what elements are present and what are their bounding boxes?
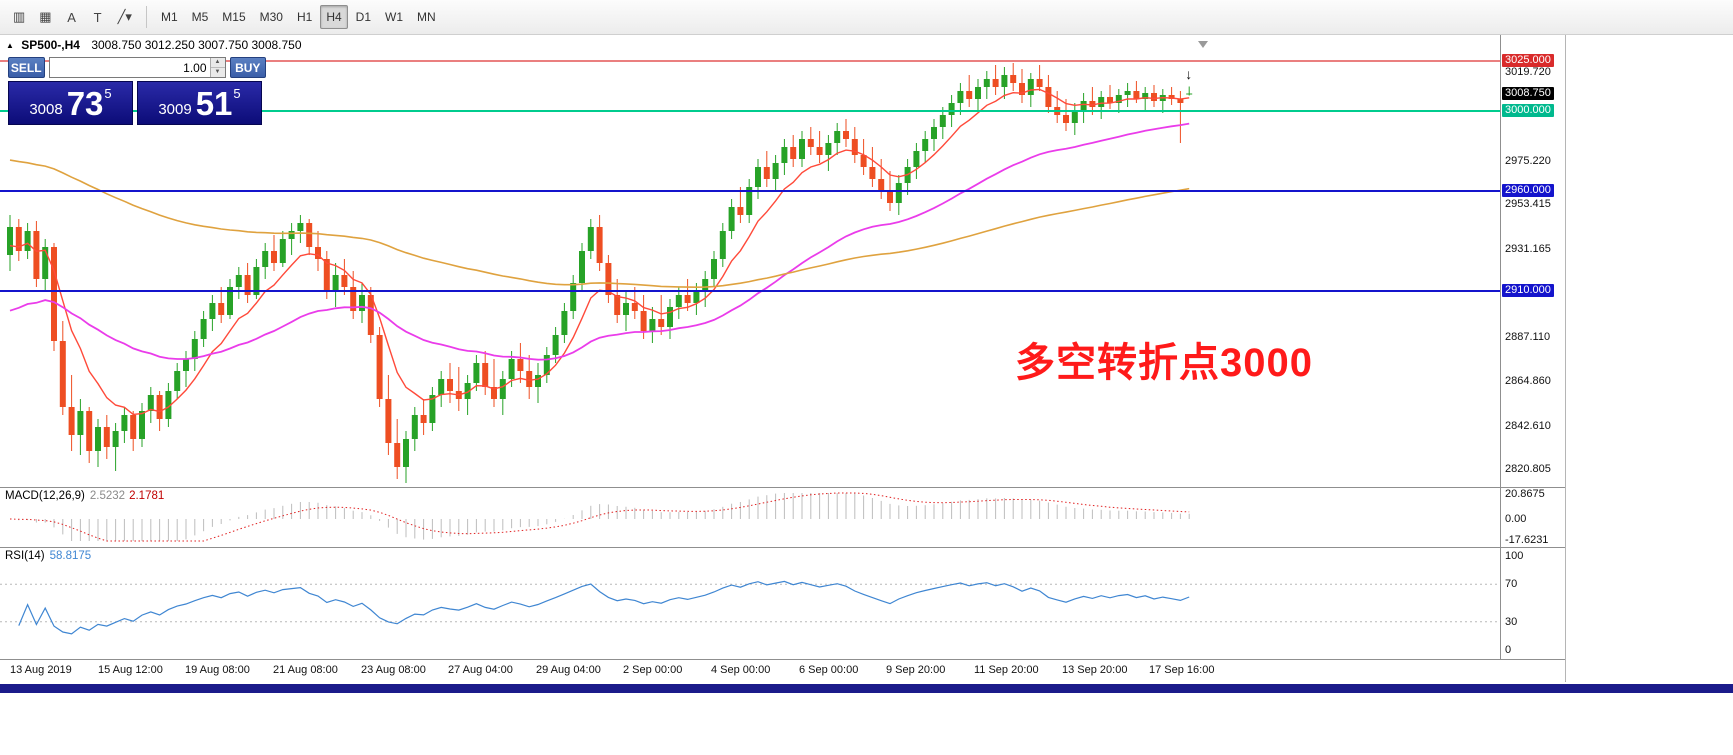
timeframe-h1-button[interactable]: H1 [296,10,313,24]
time-axis[interactable]: 13 Aug 2019 15 Aug 12:00 19 Aug 08:00 21 Au… [0,659,1565,682]
symbol-timeframe-label: SP500-,H4 [21,38,80,52]
expand-triangle-icon[interactable]: ▲ [6,41,14,50]
price-axis-label: 2953.415 [1505,198,1551,211]
timeframe-w1-button[interactable]: W1 [385,10,404,24]
volume-spinner: ▲ ▼ [209,58,225,77]
timeframe-h4-button[interactable]: H4 [320,5,348,29]
annotation-a-icon[interactable]: A [67,9,76,25]
chart-tools-group: ▥ ▦ A T ╱▾ [6,5,139,29]
volume-control: ▲ ▼ [48,57,226,78]
rsi-pane: RSI(14) 58.8175 100 70 30 0 [0,547,1565,659]
chart-window: ↓ ▲ SP500-,H4 3008.750 3012.250 3007.750… [0,35,1566,682]
time-axis-label: 13 Aug 2019 [10,664,72,676]
timeframe-m1-button[interactable]: M1 [160,10,178,24]
price-pane: ↓ ▲ SP500-,H4 3008.750 3012.250 3007.750… [0,35,1565,487]
buy-button[interactable]: BUY [229,57,266,78]
macd-axis: 20.8675 0.00 -17.6231 [1500,488,1565,547]
sell-price-fraction: 5 [104,86,112,101]
top-toolbar: ▥ ▦ A T ╱▾ M1 M5 M15 M30 H1 H4 D1 W1 MN [0,0,1733,35]
price-axis-label: 2887.110 [1505,330,1551,343]
chart-annotation: 多空转折点3000 [1015,341,1313,385]
svg-text:↓: ↓ [1185,66,1192,82]
volume-input[interactable] [49,58,210,77]
toolbar-separator [145,6,147,28]
buy-price-fraction: 5 [233,86,241,101]
sell-price-major: 3008 [29,101,63,118]
macd-axis-label: -17.6231 [1505,534,1549,546]
time-axis-label: 6 Sep 00:00 [799,664,859,676]
buy-price-display[interactable]: 3009 51 5 [137,81,262,125]
rsi-axis-label: 100 [1505,550,1524,562]
timeframe-m30-button[interactable]: M30 [259,10,283,24]
grid-icon[interactable]: ▦ [39,9,52,24]
timeframe-m15-button[interactable]: M15 [222,10,246,24]
macd-chart[interactable] [0,488,1500,546]
timeframe-d1-button[interactable]: D1 [355,10,372,24]
timeframe-mn-button[interactable]: MN [417,10,436,24]
candlestick-chart[interactable]: ↓ [0,35,1500,487]
macd-pane: MACD(12,26,9) 2.5232 2.1781 20.8675 0.00 -17… [0,487,1565,547]
price-axis-label: 2820.805 [1505,463,1551,476]
buy-price-pips: 51 [195,85,233,122]
time-axis-label: 2 Sep 00:00 [623,664,683,676]
chart-type-icon[interactable]: ▥ [13,9,26,24]
time-axis-label: 15 Aug 12:00 [98,664,163,676]
buy-price-major: 3009 [158,101,192,118]
price-axis: 3019.720 2975.220 2953.415 2931.165 2887.110… [1500,35,1565,487]
volume-increase-button[interactable]: ▲ [210,58,225,68]
time-axis-label: 4 Sep 00:00 [711,664,771,676]
bottom-window-strip [0,684,1733,693]
macd-axis-label: 20.8675 [1505,488,1545,500]
rsi-axis: 100 70 30 0 [1500,548,1565,659]
current-price-tag: 3008.750 [1502,86,1554,100]
time-axis-label: 9 Sep 20:00 [886,664,946,676]
price-axis-label: 2864.860 [1505,375,1551,388]
sell-button[interactable]: SELL [8,57,45,78]
price-level-tag: 3000.000 [1502,104,1554,117]
rsi-label: RSI(14) 58.8175 [5,550,92,562]
price-axis-label: 2842.610 [1505,419,1551,432]
time-axis-label: 21 Aug 08:00 [273,664,338,676]
time-axis-label: 27 Aug 04:00 [448,664,513,676]
rsi-axis-label: 30 [1505,615,1518,628]
price-level-tag: 3025.000 [1502,54,1554,67]
macd-axis-label: 0.00 [1505,513,1527,526]
time-axis-label: 29 Aug 04:00 [536,664,601,676]
rsi-axis-label: 70 [1505,578,1518,591]
time-axis-label: 11 Sep 20:00 [974,664,1039,676]
one-click-trading-panel: SELL ▲ ▼ BUY 3008 73 5 3009 [8,57,266,125]
text-tool-icon[interactable]: T [93,9,102,25]
price-level-tag: 2910.000 [1502,284,1554,297]
time-axis-label: 23 Aug 08:00 [361,664,426,676]
price-axis-label: 3019.720 [1505,65,1551,78]
timeframe-group: M1 M5 M15 M30 H1 H4 D1 W1 MN [154,5,443,29]
sell-price-pips: 73 [66,85,104,122]
draw-tools-icon[interactable]: ╱▾ [117,9,132,24]
price-axis-label: 2931.165 [1505,242,1551,255]
volume-decrease-button[interactable]: ▼ [210,68,225,77]
chart-shift-marker-icon[interactable] [1198,41,1208,48]
sell-price-display[interactable]: 3008 73 5 [8,81,133,125]
rsi-chart[interactable] [0,548,1500,658]
price-level-tag: 2960.000 [1502,184,1554,197]
time-axis-label: 19 Aug 08:00 [185,664,250,676]
rsi-axis-label: 0 [1505,644,1512,656]
timeframe-m5-button[interactable]: M5 [191,10,209,24]
ohlc-values: 3008.750 3012.250 3007.750 3008.750 [91,38,302,52]
chart-header: ▲ SP500-,H4 3008.750 3012.250 3007.750 3… [6,38,302,52]
time-axis-label: 13 Sep 20:00 [1062,664,1128,676]
price-axis-label: 2975.220 [1505,154,1551,167]
time-axis-label: 17 Sep 16:00 [1149,664,1215,676]
macd-label: MACD(12,26,9) 2.5232 2.1781 [5,490,165,502]
